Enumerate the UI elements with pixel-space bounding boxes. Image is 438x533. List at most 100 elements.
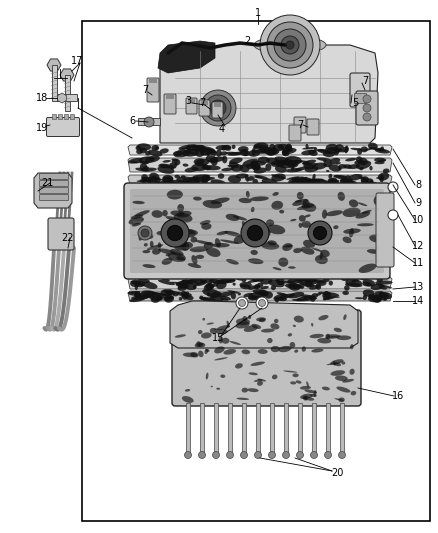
Ellipse shape bbox=[217, 292, 233, 297]
Ellipse shape bbox=[322, 386, 330, 390]
Ellipse shape bbox=[132, 223, 141, 227]
Ellipse shape bbox=[215, 145, 231, 150]
Ellipse shape bbox=[374, 161, 385, 164]
Ellipse shape bbox=[179, 297, 182, 301]
Bar bbox=[312, 403, 316, 455]
Circle shape bbox=[388, 182, 398, 192]
Ellipse shape bbox=[328, 180, 339, 185]
Ellipse shape bbox=[177, 211, 191, 217]
Ellipse shape bbox=[326, 170, 329, 172]
Ellipse shape bbox=[220, 375, 225, 378]
Ellipse shape bbox=[368, 295, 381, 302]
Ellipse shape bbox=[198, 343, 205, 348]
Ellipse shape bbox=[159, 164, 176, 168]
Ellipse shape bbox=[302, 162, 309, 165]
Ellipse shape bbox=[311, 323, 313, 327]
Circle shape bbox=[281, 36, 299, 54]
Ellipse shape bbox=[288, 283, 301, 288]
Ellipse shape bbox=[343, 314, 346, 320]
Ellipse shape bbox=[292, 177, 304, 183]
Ellipse shape bbox=[226, 321, 230, 327]
Ellipse shape bbox=[236, 321, 250, 328]
Ellipse shape bbox=[200, 148, 212, 156]
Ellipse shape bbox=[155, 147, 159, 150]
Bar bbox=[64, 114, 68, 119]
Ellipse shape bbox=[143, 166, 149, 169]
Ellipse shape bbox=[371, 295, 382, 302]
Ellipse shape bbox=[258, 157, 270, 163]
Ellipse shape bbox=[237, 398, 249, 400]
Ellipse shape bbox=[162, 210, 168, 216]
Ellipse shape bbox=[310, 394, 317, 397]
Ellipse shape bbox=[311, 349, 324, 352]
Ellipse shape bbox=[360, 176, 369, 183]
Ellipse shape bbox=[194, 145, 203, 148]
Ellipse shape bbox=[185, 292, 189, 295]
Ellipse shape bbox=[288, 333, 292, 336]
Ellipse shape bbox=[226, 278, 235, 283]
FancyBboxPatch shape bbox=[130, 189, 384, 273]
Ellipse shape bbox=[250, 295, 265, 299]
Ellipse shape bbox=[189, 149, 207, 151]
Ellipse shape bbox=[141, 295, 155, 298]
Ellipse shape bbox=[257, 381, 263, 386]
Ellipse shape bbox=[333, 361, 336, 366]
Ellipse shape bbox=[306, 179, 324, 181]
Circle shape bbox=[297, 451, 304, 458]
Ellipse shape bbox=[235, 173, 249, 179]
Ellipse shape bbox=[304, 180, 317, 187]
Ellipse shape bbox=[132, 201, 145, 204]
Bar bbox=[270, 403, 274, 455]
Ellipse shape bbox=[345, 158, 357, 161]
Ellipse shape bbox=[299, 279, 317, 283]
Ellipse shape bbox=[287, 276, 304, 284]
Ellipse shape bbox=[182, 232, 187, 237]
Ellipse shape bbox=[251, 324, 261, 329]
Ellipse shape bbox=[294, 179, 303, 182]
Ellipse shape bbox=[268, 240, 277, 245]
Ellipse shape bbox=[138, 231, 144, 241]
Ellipse shape bbox=[251, 250, 258, 255]
Ellipse shape bbox=[162, 176, 173, 183]
Ellipse shape bbox=[239, 165, 250, 172]
Ellipse shape bbox=[300, 386, 311, 390]
Bar bbox=[256, 403, 260, 455]
Ellipse shape bbox=[172, 159, 180, 166]
Ellipse shape bbox=[171, 158, 179, 161]
Ellipse shape bbox=[238, 293, 241, 295]
Ellipse shape bbox=[220, 151, 227, 156]
Ellipse shape bbox=[228, 175, 241, 183]
Ellipse shape bbox=[203, 148, 215, 152]
Ellipse shape bbox=[148, 177, 164, 181]
Ellipse shape bbox=[270, 324, 279, 329]
Ellipse shape bbox=[304, 166, 318, 172]
FancyBboxPatch shape bbox=[289, 125, 301, 141]
Ellipse shape bbox=[312, 174, 316, 180]
Ellipse shape bbox=[236, 277, 243, 280]
Ellipse shape bbox=[275, 161, 292, 168]
Ellipse shape bbox=[141, 167, 157, 172]
Ellipse shape bbox=[356, 160, 371, 169]
Ellipse shape bbox=[363, 294, 367, 300]
Ellipse shape bbox=[296, 296, 308, 301]
Ellipse shape bbox=[236, 318, 250, 325]
Ellipse shape bbox=[304, 390, 317, 393]
Ellipse shape bbox=[275, 297, 279, 303]
Ellipse shape bbox=[328, 179, 334, 183]
Bar bbox=[149, 79, 157, 83]
Ellipse shape bbox=[259, 318, 265, 322]
Ellipse shape bbox=[145, 293, 149, 298]
Ellipse shape bbox=[181, 279, 193, 285]
Circle shape bbox=[210, 100, 226, 116]
Ellipse shape bbox=[290, 382, 296, 384]
Ellipse shape bbox=[293, 374, 299, 377]
Ellipse shape bbox=[239, 198, 252, 203]
Ellipse shape bbox=[194, 342, 203, 348]
Ellipse shape bbox=[317, 149, 326, 152]
Text: 12: 12 bbox=[412, 241, 424, 251]
Ellipse shape bbox=[294, 277, 309, 281]
Ellipse shape bbox=[335, 144, 344, 151]
Ellipse shape bbox=[248, 259, 264, 264]
Ellipse shape bbox=[185, 229, 195, 238]
Ellipse shape bbox=[205, 349, 208, 354]
